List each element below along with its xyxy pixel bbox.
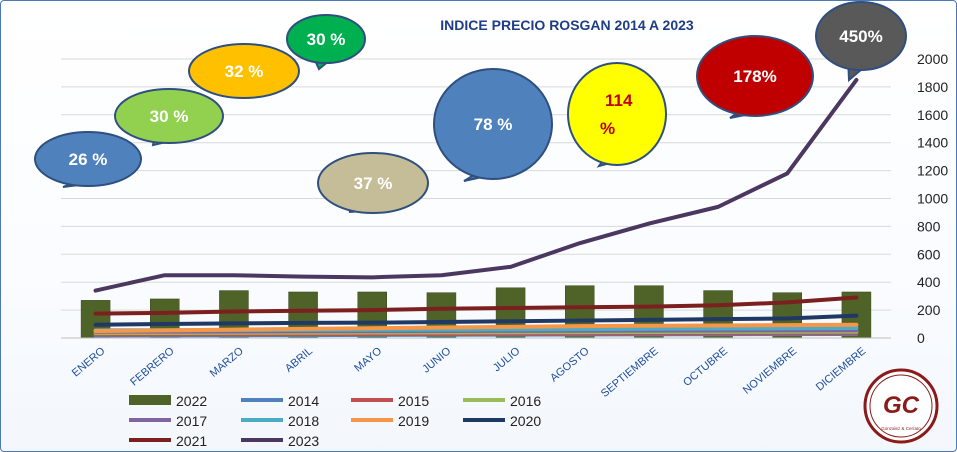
legend-swatch: [129, 395, 171, 405]
callout-text: 450%: [839, 27, 882, 46]
legend-item-2023: 2023: [241, 433, 319, 449]
x-tick-label: JUNIO: [420, 345, 453, 376]
callout-ellipse: [815, 1, 907, 71]
callout-ellipse: [114, 88, 224, 144]
y-tick-label: 2000: [917, 51, 948, 67]
y-tick-label: 400: [917, 274, 941, 290]
callout-ellipse: [433, 68, 553, 180]
x-tick-label: NOVIEMBRE: [741, 345, 799, 397]
legend-item-2015: 2015: [351, 393, 429, 409]
legend-label: 2020: [510, 413, 541, 429]
callout-bubble: 78 %: [433, 68, 553, 182]
legend-label: 2023: [288, 433, 319, 449]
callout-bubble: 30 %: [286, 14, 366, 71]
logo-text: GC: [883, 392, 920, 419]
series-line-2019: [93, 322, 859, 334]
x-tick-label: ABRIL: [283, 345, 315, 375]
callout-ellipse: [34, 131, 142, 187]
y-tick-label: 800: [917, 218, 941, 234]
legend-item-2022: 2022: [129, 393, 207, 409]
callout-text: 26 %: [69, 150, 108, 169]
callout-bubble: 30 %: [114, 88, 224, 147]
y-tick-label: 600: [917, 246, 941, 262]
callout-text: 32 %: [225, 62, 264, 81]
callout-bubble: 450%: [815, 1, 907, 83]
legend-label: 2014: [288, 393, 319, 409]
legend-label: 2019: [398, 413, 429, 429]
callout-bubble: 26 %: [34, 131, 142, 188]
y-tick-label: 1000: [917, 191, 948, 207]
callout-bubble: 178%: [696, 35, 814, 119]
callout-text: 178%: [733, 67, 776, 86]
x-tick-label: ENERO: [70, 345, 108, 380]
callout-text: 30 %: [150, 107, 189, 126]
x-tick-label: DICIEMBRE: [814, 345, 869, 393]
y-tick-label: 1600: [917, 107, 948, 123]
legend-item-2018: 2018: [241, 413, 319, 429]
callout-text: %: [600, 119, 615, 138]
callout-ellipse: [567, 62, 667, 166]
callout-ellipse: [188, 43, 300, 99]
y-tick-label: 1400: [917, 135, 948, 151]
x-tick-label: AGOSTO: [548, 345, 592, 385]
x-tick-label: SEPTIEMBRE: [599, 345, 661, 400]
y-tick-label: 1800: [917, 79, 948, 95]
callout-ellipse: [317, 152, 429, 214]
x-tick-label: MAYO: [352, 345, 384, 375]
callout-bubble: 114%: [567, 62, 667, 168]
series-line-2020: [93, 313, 859, 327]
legend-item-2016: 2016: [463, 393, 541, 409]
x-tick-label: FEBRERO: [128, 345, 177, 389]
legend-item-2014: 2014: [241, 393, 319, 409]
legend-label: 2022: [176, 393, 207, 409]
callout-text: 37 %: [354, 174, 393, 193]
legend-label: 2017: [176, 413, 207, 429]
series-line-2021: [93, 295, 859, 316]
company-logo: GC Gonzalez & Cerrato: [863, 368, 939, 444]
callout-text: 30 %: [307, 30, 346, 49]
callout-text: 78 %: [474, 115, 513, 134]
y-tick-label: 0: [917, 330, 925, 346]
y-tick-label: 1200: [917, 163, 948, 179]
legend-item-2017: 2017: [129, 413, 207, 429]
legend-item-2020: 2020: [463, 413, 541, 429]
legend-label: 2018: [288, 413, 319, 429]
callout-bubble: 37 %: [317, 152, 429, 214]
y-tick-label: 200: [917, 302, 941, 318]
legend-label: 2016: [510, 393, 541, 409]
x-tick-label: JULIO: [491, 345, 523, 375]
chart-title: INDICE PRECIO ROSGAN 2014 A 2023: [440, 17, 694, 33]
callout-bubble: 32 %: [188, 43, 300, 99]
series-line-2023: [93, 77, 859, 293]
x-tick-label: OCTUBRE: [681, 345, 730, 389]
callout-text: 114: [605, 91, 633, 110]
legend-item-2019: 2019: [351, 413, 429, 429]
legend-item-2021: 2021: [129, 433, 207, 449]
callout-ellipse: [286, 14, 366, 64]
legend-label: 2015: [398, 393, 429, 409]
x-tick-label: MARZO: [208, 345, 246, 380]
callout-ellipse: [696, 35, 814, 117]
legend-label: 2021: [176, 433, 207, 449]
logo-subtitle: Gonzalez & Cerrato: [881, 426, 921, 431]
